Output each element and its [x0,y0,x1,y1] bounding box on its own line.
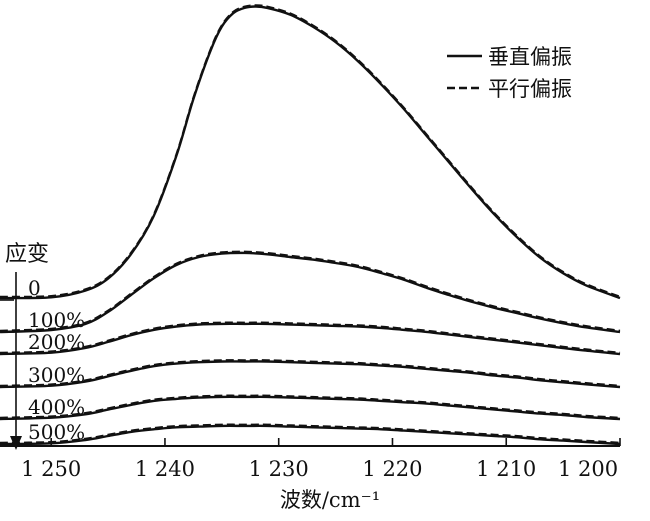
series-line-perpendicular-5 [0,424,621,446]
series-line-parallel-0 [0,4,621,298]
series-line-parallel-4 [0,394,621,419]
legend-label-parallel: 平行偏振 [488,77,572,101]
legend: 垂直偏振 平行偏振 [447,45,572,101]
strain-label-4: 400% [28,395,85,419]
strain-label-2: 200% [28,330,85,354]
series-line-parallel-5 [0,423,621,444]
x-tick-label-1: 1 240 [135,457,195,481]
x-axis-title: 波数/cm⁻¹ [280,488,380,512]
strain-labels: 应变 0 100%200% 300% 400%500% [0,242,85,450]
strain-arrow-head [10,436,22,450]
legend-label-perpendicular: 垂直偏振 [488,45,572,69]
x-tick-label-5: 1 200 [558,457,618,481]
series-line-parallel-2 [0,321,621,354]
strain-title: 应变 [5,242,49,267]
series-line-parallel-3 [0,359,621,387]
series-line-perpendicular-4 [0,395,621,421]
strain-label-5: 500% [28,420,85,444]
strain-label-3: 300% [28,363,85,387]
series-line-perpendicular-1 [0,251,621,334]
x-tick-label-0: 1 250 [21,457,81,481]
series-line-parallel-1 [0,250,621,332]
series-line-perpendicular-2 [0,322,621,356]
x-tick-label-4: 1 210 [476,457,536,481]
x-tick-label-3: 1 220 [362,457,422,481]
x-tick-layer: 1 250 1 240 1 230 1 220 1 210 1 200 [21,438,621,481]
strain-label-1: 100% [28,308,85,332]
series-line-perpendicular-3 [0,360,621,389]
x-tick-label-2: 1 230 [249,457,309,481]
series-layer [0,4,621,446]
strain-label-0: 0 [28,276,41,300]
